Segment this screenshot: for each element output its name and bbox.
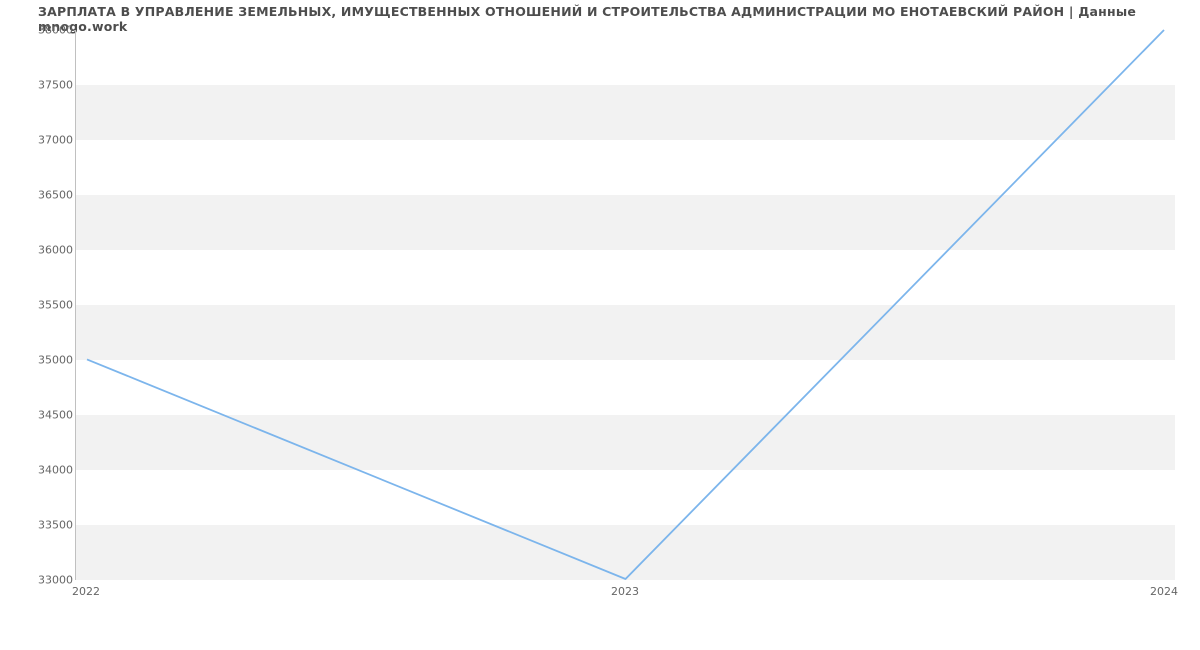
line-layer <box>76 30 1175 579</box>
y-tick-label: 35000 <box>38 354 71 367</box>
series-line <box>87 30 1164 579</box>
salary-chart: ЗАРПЛАТА В УПРАВЛЕНИЕ ЗЕМЕЛЬНЫХ, ИМУЩЕСТ… <box>0 0 1200 650</box>
y-tick-label: 33500 <box>38 519 71 532</box>
y-tick-label: 34500 <box>38 409 71 422</box>
y-tick-label: 37000 <box>38 134 71 147</box>
x-tick-label: 2024 <box>1150 585 1178 598</box>
y-tick-label: 35500 <box>38 299 71 312</box>
y-tick-label: 33000 <box>38 574 71 587</box>
x-tick-label: 2023 <box>611 585 639 598</box>
y-tick-label: 36000 <box>38 244 71 257</box>
y-tick-label: 37500 <box>38 79 71 92</box>
y-tick-label: 38000 <box>38 24 71 37</box>
y-tick-label: 36500 <box>38 189 71 202</box>
y-tick-label: 34000 <box>38 464 71 477</box>
x-tick-label: 2022 <box>72 585 100 598</box>
plot-area <box>75 30 1175 580</box>
